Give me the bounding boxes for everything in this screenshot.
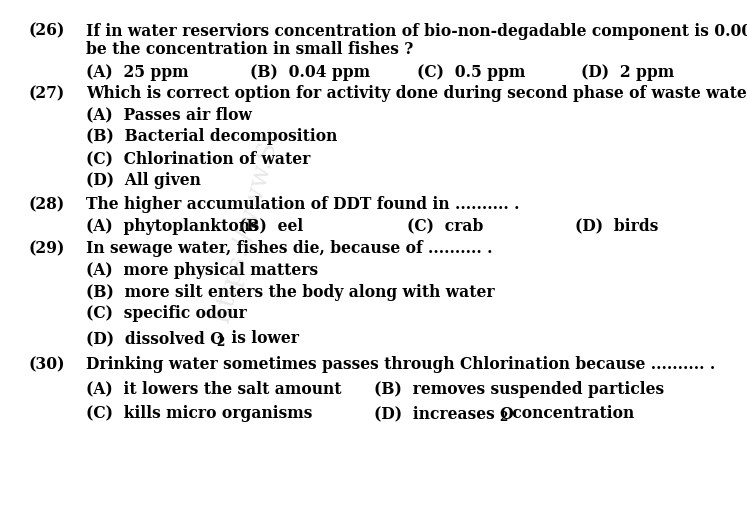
Text: (A)  more physical matters: (A) more physical matters <box>86 262 318 279</box>
Text: 2: 2 <box>217 336 225 349</box>
Text: (27): (27) <box>28 85 65 102</box>
Text: (29): (29) <box>28 240 65 257</box>
Text: (C)  kills micro organisms: (C) kills micro organisms <box>86 405 312 422</box>
Text: (B)  Bacterial decomposition: (B) Bacterial decomposition <box>86 128 338 146</box>
Text: be the concentration in small fishes ?: be the concentration in small fishes ? <box>86 41 413 58</box>
Text: (D)  All given: (D) All given <box>86 172 201 189</box>
Text: (28): (28) <box>28 196 65 213</box>
Text: (26): (26) <box>28 23 65 40</box>
Text: (B)  removes suspended particles: (B) removes suspended particles <box>374 381 663 398</box>
Text: (B)  eel: (B) eel <box>239 218 303 235</box>
Text: concentration: concentration <box>507 405 634 422</box>
Text: (C)  crab: (C) crab <box>407 218 483 235</box>
Text: 2: 2 <box>499 411 507 424</box>
Text: (B)  0.04 ppm: (B) 0.04 ppm <box>250 64 371 81</box>
Text: (D)  increases O: (D) increases O <box>374 405 513 422</box>
Text: (C)  specific odour: (C) specific odour <box>86 305 247 322</box>
Text: (A)  it lowers the salt amount: (A) it lowers the salt amount <box>86 381 341 398</box>
Text: (D)  birds: (D) birds <box>575 218 659 235</box>
Text: (D)  2 ppm: (D) 2 ppm <box>581 64 675 81</box>
Text: Which is correct option for activity done during second phase of waste water tre: Which is correct option for activity don… <box>86 85 747 102</box>
Text: The higher accumulation of DDT found in .......... .: The higher accumulation of DDT found in … <box>86 196 519 213</box>
Text: (30): (30) <box>28 356 65 373</box>
Text: (B)  more silt enters the body along with water: (B) more silt enters the body along with… <box>86 284 495 301</box>
Text: (C)  Chlorination of water: (C) Chlorination of water <box>86 150 310 167</box>
Text: (A)  Passes air flow: (A) Passes air flow <box>86 107 252 124</box>
Text: In sewage water, fishes die, because of .......... .: In sewage water, fishes die, because of … <box>86 240 492 257</box>
Text: If in water reserviors concentration of bio-non-degadable component is 0.003 ppb: If in water reserviors concentration of … <box>86 23 747 40</box>
Text: (C)  0.5 ppm: (C) 0.5 ppm <box>417 64 525 81</box>
Text: https://www.St: https://www.St <box>209 129 284 325</box>
Text: is lower: is lower <box>226 330 299 347</box>
Text: (D)  dissolved O: (D) dissolved O <box>86 330 223 347</box>
Text: (A)  phytoplanktons: (A) phytoplanktons <box>86 218 258 235</box>
Text: Drinking water sometimes passes through Chlorination because .......... .: Drinking water sometimes passes through … <box>86 356 715 373</box>
Text: (A)  25 ppm: (A) 25 ppm <box>86 64 188 81</box>
